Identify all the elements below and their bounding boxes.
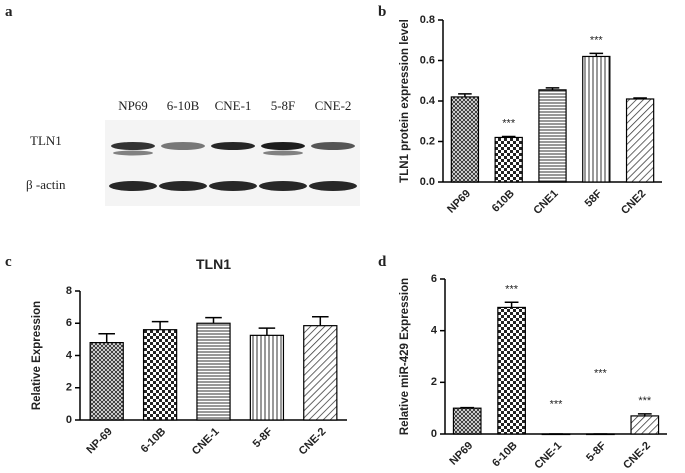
blot-band [309,181,357,191]
y-axis-label: TLN1 protein expression level [399,19,411,183]
y-tick-label: 0.4 [420,95,436,107]
annotation: *** [638,395,652,407]
bar [582,55,611,183]
y-tick-label: 0.6 [420,54,435,66]
blot-image [105,120,360,206]
x-tick-label: 610B [490,188,517,215]
error-bar [312,316,329,326]
blot-band [159,181,207,191]
x-tick-label: CNE2 [619,188,648,217]
panel-label: d [378,254,387,270]
bar [303,325,338,421]
x-tick-label: 6-10B [490,440,520,470]
bar [538,89,567,183]
bar [497,306,526,435]
y-tick-label: 6 [431,273,437,285]
bar [630,415,660,435]
x-tick-label: CNE-2 [297,426,329,458]
y-axis-label: Relative miR-429 Expression [399,278,411,435]
y-tick-label: 0.2 [420,135,435,147]
blot-band [259,181,307,191]
annotation: *** [594,368,608,380]
panel-label: b [378,4,386,20]
blot-row-label: TLN1 [30,133,62,148]
error-bar [258,327,276,336]
x-tick-label: 5-8F [584,439,609,464]
x-tick-label: CNE1 [531,188,560,217]
x-tick-label: NP69 [447,440,475,468]
error-bar [504,301,519,308]
error-bar [589,52,604,57]
panel-label: a [5,4,13,20]
error-bar [633,97,647,99]
x-tick-label: 58F [583,188,605,210]
bar [494,136,523,183]
x-tick-label: NP69 [445,188,473,216]
bar [625,98,655,183]
blot-row-label: β -actin [26,177,66,192]
blot-band [211,142,255,150]
annotation: *** [550,399,564,411]
blot-band [209,181,257,191]
error-bar [501,135,516,138]
bar [450,96,480,183]
bar [249,334,285,421]
lane-label: CNE-2 [315,98,352,113]
y-axis-label: Relative Expression [31,301,43,410]
blot-band [113,150,153,156]
x-tick-label: 6-10B [139,426,169,456]
y-tick-label: 0 [431,428,437,440]
x-tick-label: CNE-1 [190,426,222,458]
annotation: *** [502,117,516,129]
y-tick-label: 0.0 [420,176,435,188]
y-tick-label: 2 [66,382,72,394]
blot-band [263,150,303,156]
x-tick-label: CNE-2 [621,440,653,472]
annotation: *** [590,34,604,46]
error-bar [460,406,475,409]
y-tick-label: 4 [431,325,438,337]
error-bar [545,87,560,90]
x-tick-label: CNE-1 [532,440,564,472]
bar [452,407,482,435]
y-tick-label: 0 [66,414,72,426]
panel-label: c [5,254,12,270]
blot-band [109,181,157,191]
error-bar [637,413,652,416]
blot-band [111,142,155,150]
bar [89,342,124,421]
y-tick-label: 8 [66,285,72,297]
blot-band [161,142,205,150]
error-bar [98,332,115,343]
y-tick-label: 0.8 [420,14,435,26]
x-tick-label: 5-8F [251,425,276,450]
blot-band [311,142,355,150]
chart-title: TLN1 [196,256,231,272]
x-tick-label: NP-69 [84,426,115,457]
y-tick-label: 4 [66,349,73,361]
lane-label: CNE-1 [215,98,252,113]
bar [196,322,231,421]
error-bar [151,320,169,330]
blot-band [261,142,305,150]
lane-label: 6-10B [167,98,200,113]
error-bar [458,93,472,97]
lane-label: NP69 [118,98,148,113]
annotation: *** [505,283,519,295]
y-tick-label: 6 [66,317,72,329]
lane-label: 5-8F [271,98,296,113]
error-bar [205,316,222,324]
y-tick-label: 2 [431,376,437,388]
bar [142,329,178,421]
